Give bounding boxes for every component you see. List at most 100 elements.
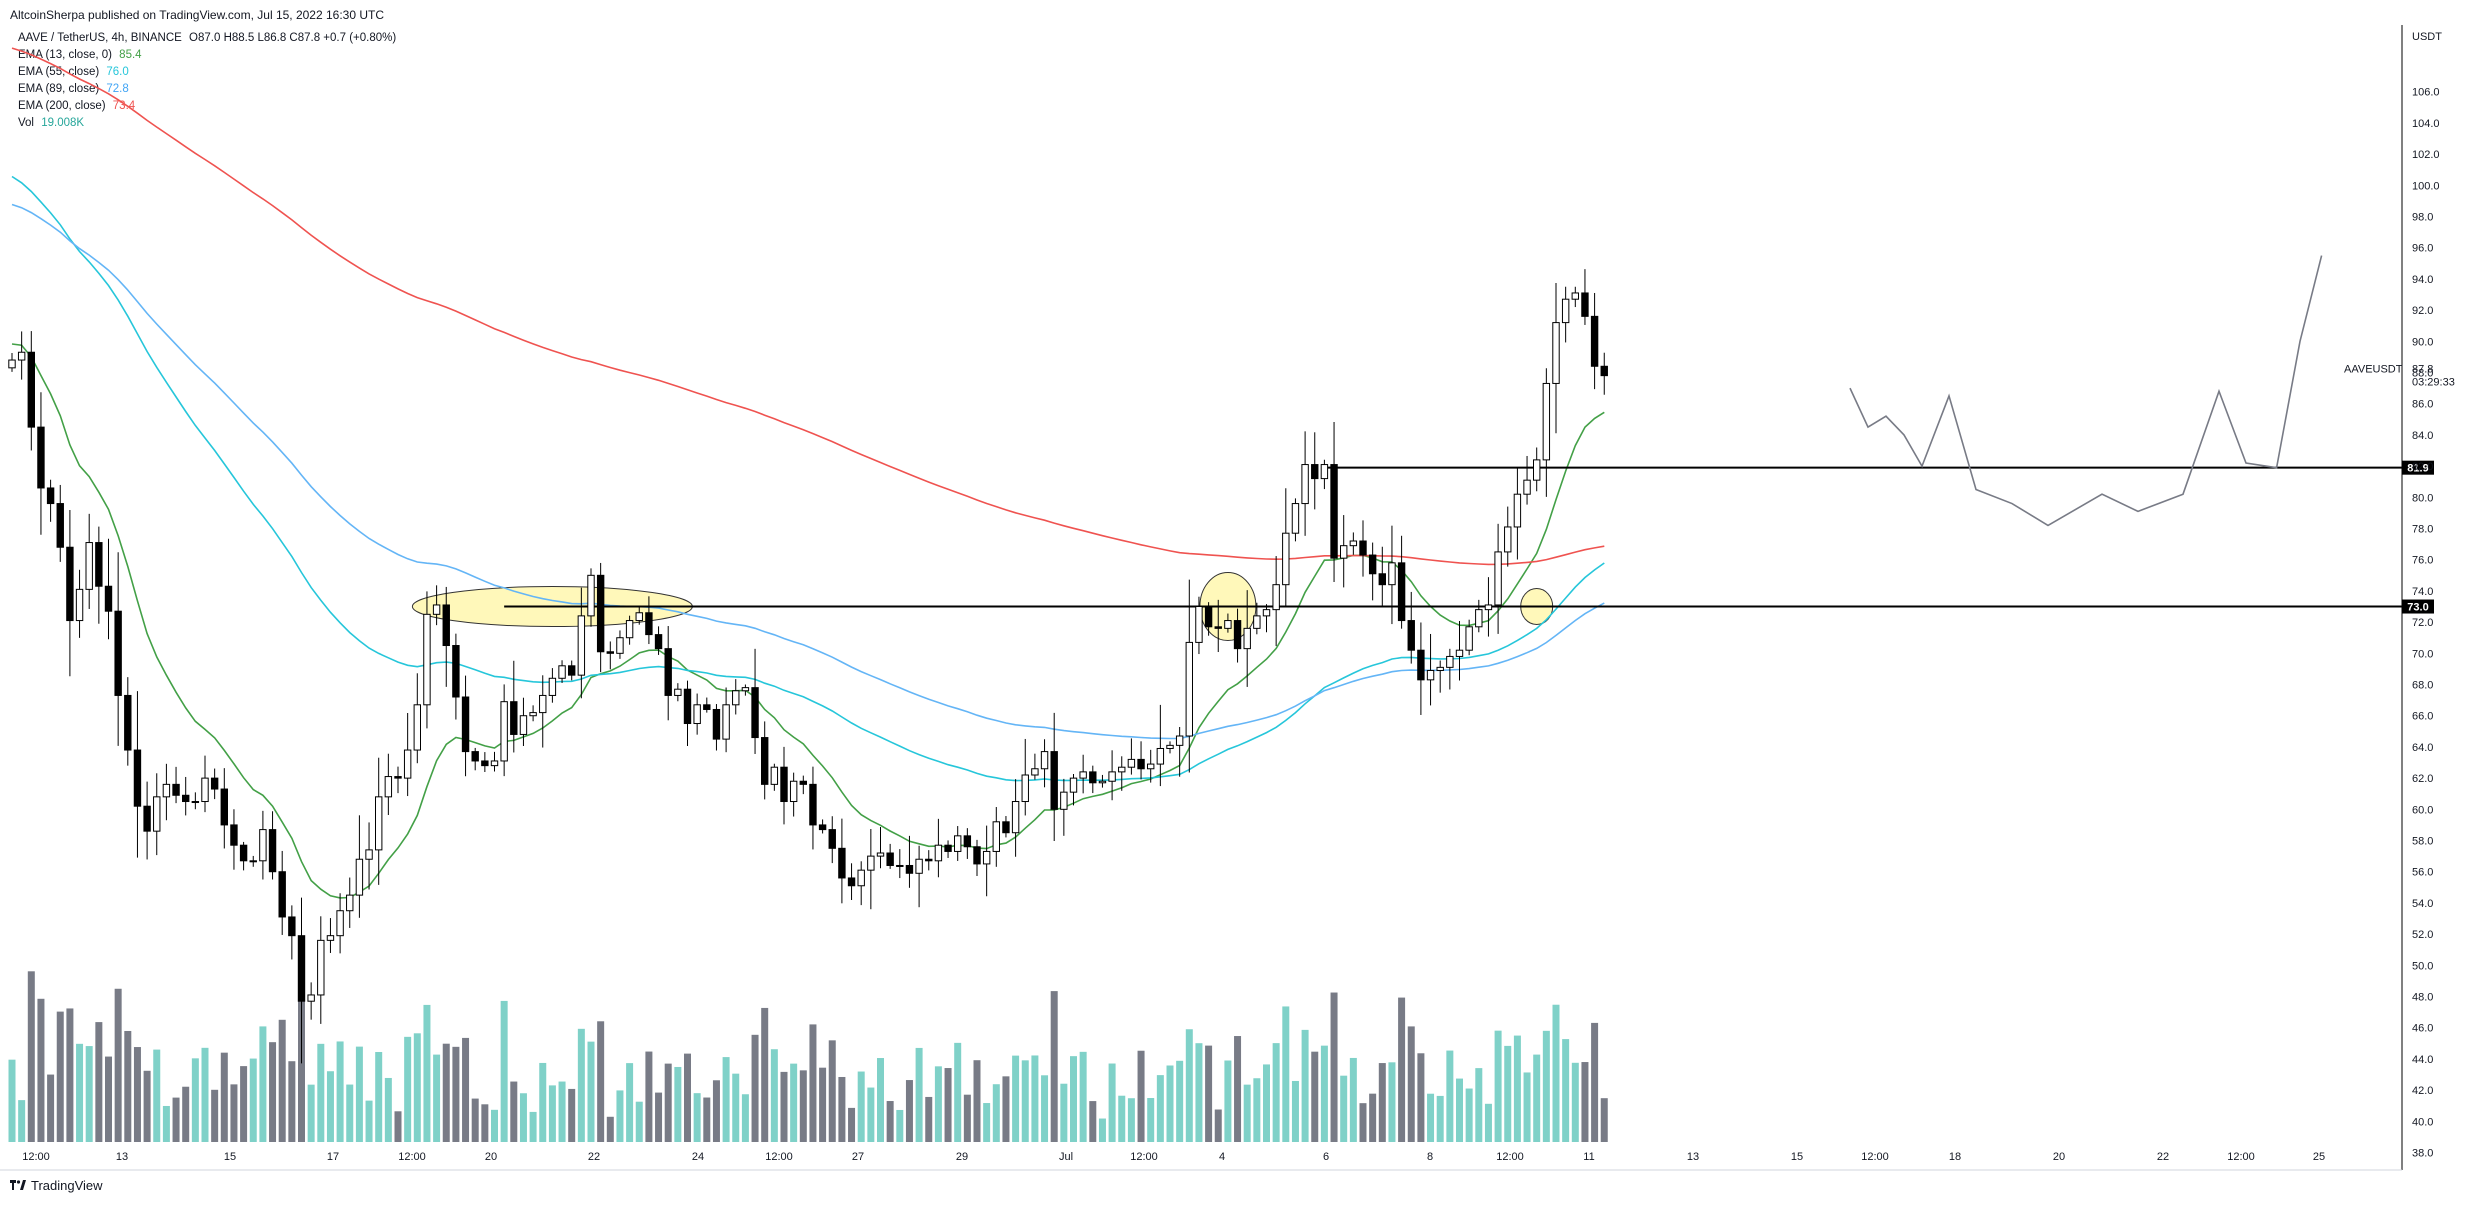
volume-bar [616,1090,624,1142]
time-axis[interactable]: 12:00 13 15 17 12:00 20 22 24 12:00 27 29 Jul 12:00 4… [0,1151,2402,1171]
volume-bar [491,1109,498,1142]
candle-body [239,844,248,862]
legend-ema200-value: 73.4 [112,100,136,112]
price-tick-label: 82.0 [2412,461,2433,473]
volume-bar [1079,1051,1087,1142]
volume-bar [1147,1098,1155,1142]
price-tick-label: 52.0 [2412,929,2433,941]
candle-body [954,835,962,852]
volume-bar [1156,1075,1164,1142]
candle-body [413,704,422,751]
candle-body [1262,609,1271,617]
volume-bar [1446,1050,1454,1142]
candle-body [645,612,653,636]
candle-body [770,766,779,785]
volume-bar [510,1081,518,1142]
candle-body [1166,744,1174,749]
candle-body [1253,615,1261,629]
ema13-line [11,343,1605,899]
volume-bar [1089,1101,1097,1142]
candle-body [66,546,74,622]
volume-bar [1311,1051,1319,1142]
candle-body [1291,503,1300,534]
candle-body [973,846,981,865]
candle-body [1011,801,1020,834]
price-tick-label: 54.0 [2412,898,2433,910]
volume-bar [95,1022,103,1142]
price-tick-label: 42.0 [2412,1085,2433,1097]
ema89-line [11,203,1605,740]
time-tick-label: 15 [1791,1151,1803,1163]
candle-body [625,620,634,639]
volume-bar [66,1008,74,1142]
candle-body [606,651,614,654]
volume-bar [1378,1063,1386,1142]
volume-bar [240,1066,248,1142]
volume-bar [384,1077,392,1142]
candle-body [568,665,576,676]
candle-body [452,645,460,698]
volume-bar [471,1098,479,1142]
candle-body [1388,562,1396,586]
volume-bar [500,1000,508,1142]
price-tick-label: 78.0 [2412,524,2433,536]
candle-body [384,776,393,798]
candle-body [1127,758,1136,768]
volume-bar [1127,1098,1135,1142]
price-tick-label: 74.0 [2412,586,2433,598]
candle-body [963,835,972,848]
time-tick-label: 15 [224,1151,236,1163]
candle-body [519,715,528,735]
price-axis[interactable]: USDT 38.0 40.0 42.0 44.0 46.0 48.0 50.0 52.0 54.0… [2344,25,2455,1170]
volume-bar [298,985,305,1142]
volume-bar [1398,997,1406,1142]
candle-body [201,777,209,803]
candle-body [876,852,885,857]
volume-bar [809,1024,817,1142]
volume-bar [1050,991,1058,1142]
legend-ema13-value: 85.4 [119,49,142,61]
candle-body [712,708,721,740]
candle-body [394,776,402,779]
volume-bar [37,998,45,1142]
time-tick-label: 18 [1949,1151,1961,1163]
candle-body [925,858,933,862]
ema200-line [11,47,1605,566]
symbol-tag: AAVEUSDT [2344,364,2403,376]
price-tick-label: 58.0 [2412,836,2433,848]
volume-bar [819,1067,827,1142]
time-tick-label: 22 [588,1151,600,1163]
price-tick-label: 92.0 [2412,305,2433,317]
legend-ohlc: O87.0 H88.5 L86.8 C87.8 +0.7 (+0.80%) [189,32,397,44]
candle-body [1407,620,1415,651]
candle-body [1243,627,1251,650]
volume-bar [1243,1084,1251,1142]
level-price-tag [2402,599,2434,614]
volume-bar [635,1101,643,1142]
volume-bar [886,1101,894,1142]
volume-bar [712,1080,720,1142]
candle-body [114,610,122,696]
volume-bars [8,971,1608,1142]
volume-bar [220,1052,228,1142]
candle-body [1542,382,1551,461]
candle-body [1378,573,1386,586]
candle-body [847,877,856,887]
candle-body [828,829,836,849]
price-tick-label: 62.0 [2412,773,2433,785]
volume-bar [770,1049,778,1142]
candle-body [1147,763,1155,770]
candle-body [191,801,200,804]
volume-bar [259,1026,267,1142]
price-tick-label: 50.0 [2412,960,2433,972]
volume-bar [954,1042,962,1142]
volume-bar [828,1040,836,1142]
volume-bar [529,1111,537,1142]
candle-body [1060,791,1068,810]
candle-body [1098,780,1107,784]
volume-bar [519,1093,527,1142]
candle-body [693,704,701,725]
candle-body [133,749,142,807]
volume-bar [1513,1035,1521,1142]
